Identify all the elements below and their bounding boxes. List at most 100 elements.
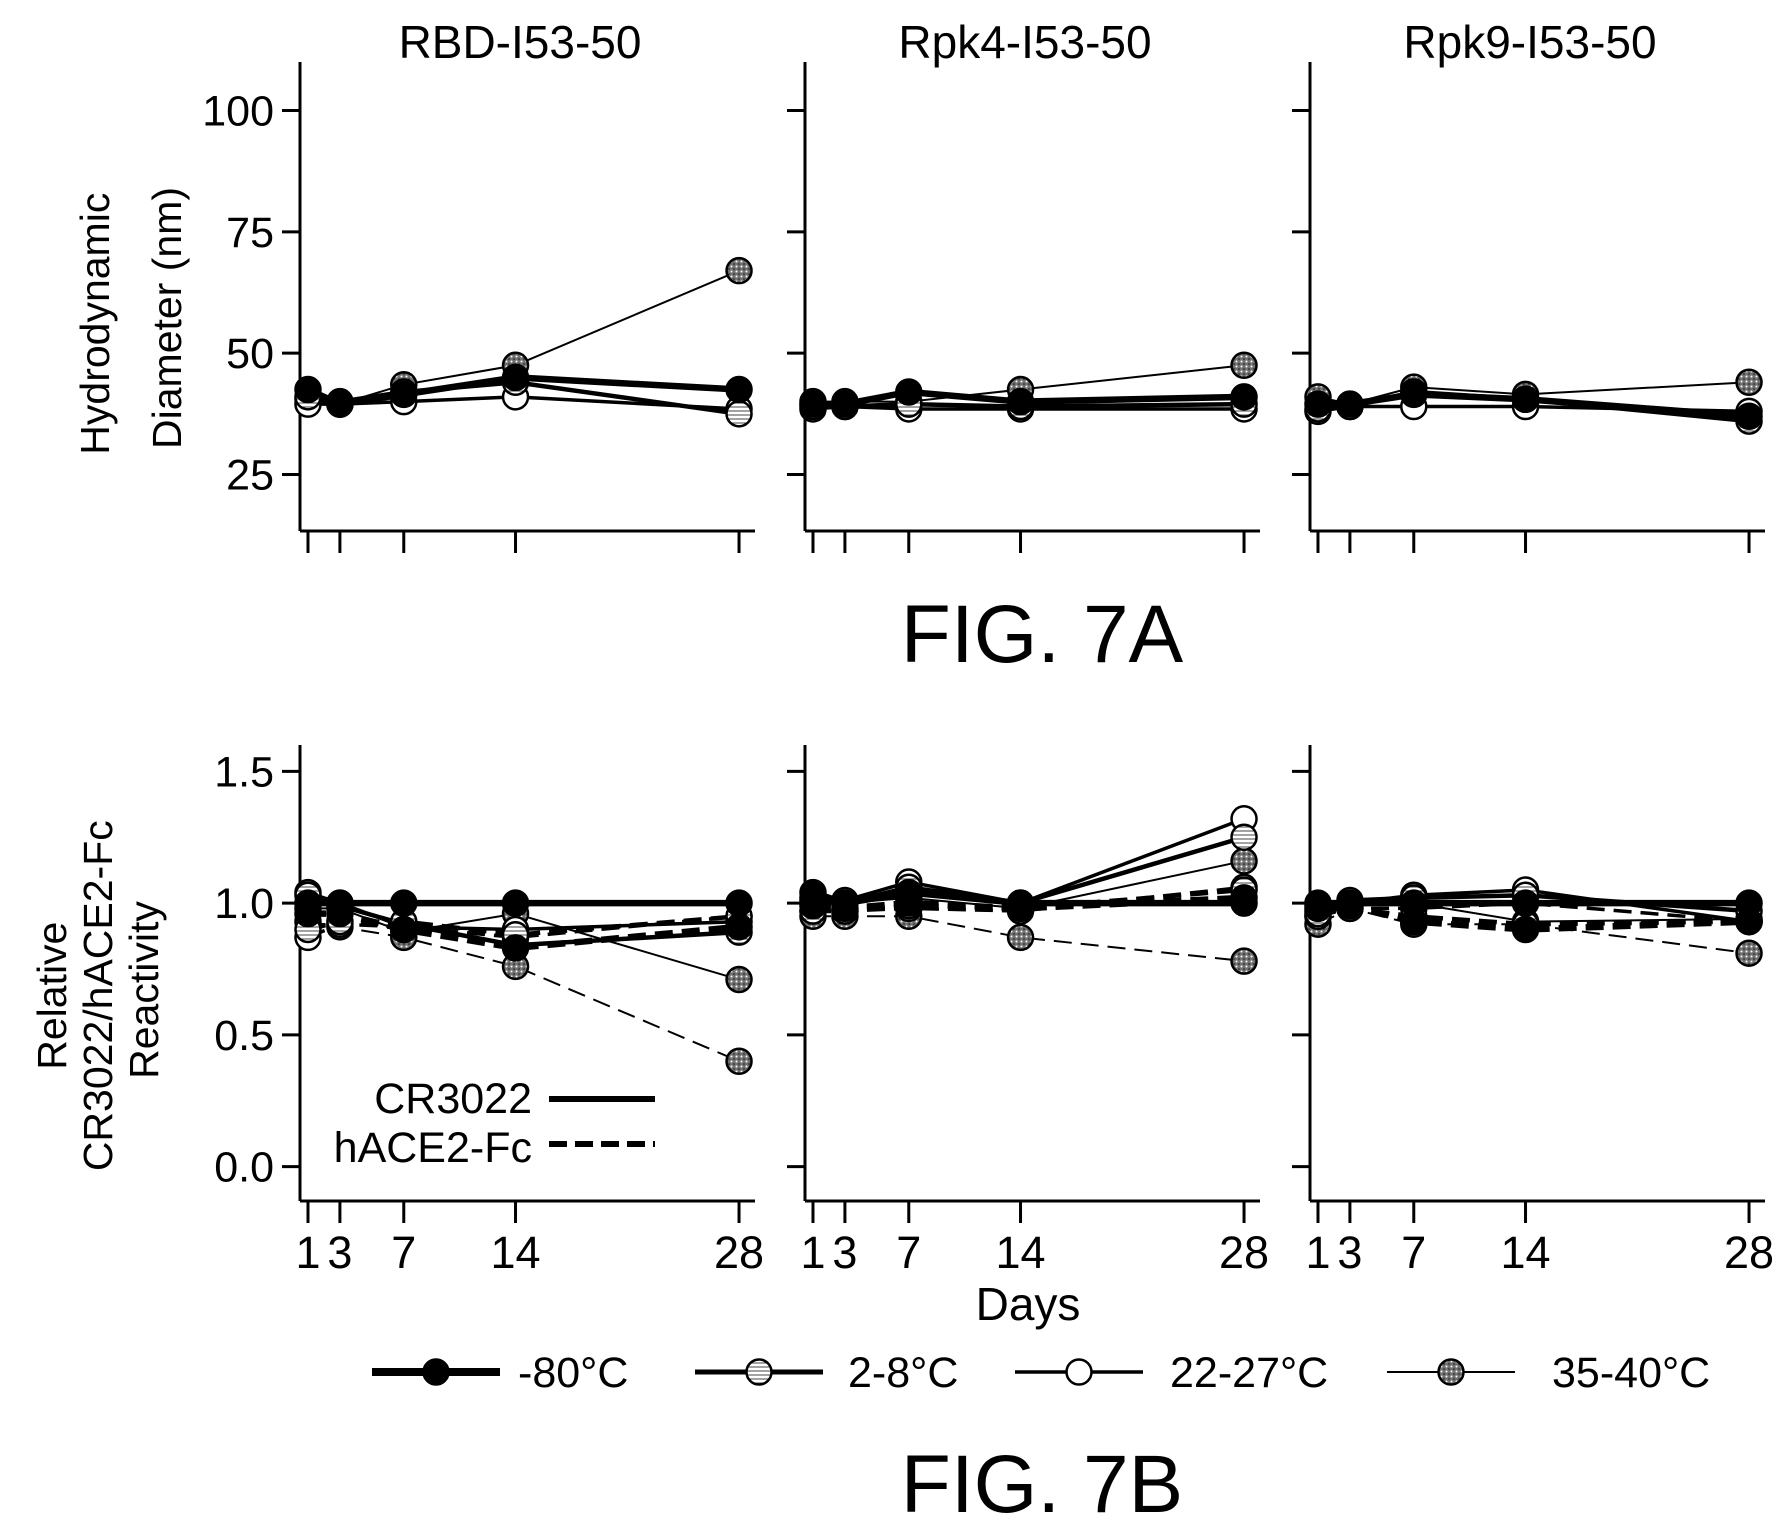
data-point-m80 [294, 899, 322, 928]
x-tick-label: 14 [995, 1227, 1045, 1278]
y-axis-label-a-line-2: Diameter (nm) [144, 187, 190, 449]
y-tick-label: 1.0 [214, 880, 274, 928]
series-markers [1304, 368, 1763, 435]
data-point-m80 [294, 375, 322, 404]
data-point-m80 [831, 894, 859, 923]
data-point-m80 [1006, 387, 1035, 416]
data-point-m80 [326, 390, 354, 418]
series-markers [799, 805, 1258, 975]
legend-item-t28: 2-8°C [695, 1349, 958, 1397]
y-tick-label: 100 [202, 88, 274, 136]
panel-5: 1 3 7 14 28 [787, 745, 1269, 1278]
x-tick-label: 3 [1337, 1227, 1362, 1278]
data-point-m80 [725, 375, 753, 404]
fig-label-7b: FIG. 7B [901, 1439, 1184, 1530]
legend-marker-t22-open [1065, 1358, 1093, 1386]
x-tick-label: 1 [1305, 1227, 1330, 1278]
data-point-m80 [725, 913, 753, 941]
legend-item-m80: -80°C [372, 1349, 628, 1397]
data-point-m80 [390, 380, 418, 409]
data-point-m80 [831, 390, 859, 418]
series-markers [294, 256, 753, 428]
y-tick-label: 25 [226, 451, 274, 499]
panel-2 [787, 62, 1260, 553]
data-point-t35 [1230, 351, 1258, 380]
data-point-m80 [1511, 915, 1540, 944]
data-point-t35 [725, 1047, 753, 1075]
data-point-m80 [1304, 390, 1332, 418]
panel-6: 1 3 7 14 28 [1292, 745, 1774, 1278]
data-point-m80 [1230, 884, 1258, 912]
data-point-t35 [725, 256, 753, 285]
y-tick-label: 75 [226, 209, 274, 257]
data-point-t35 [1006, 923, 1035, 952]
x-tick-label: 7 [896, 1227, 921, 1278]
data-point-m80 [390, 889, 418, 917]
panel-title-rbd: RBD-I53-50 [399, 16, 642, 68]
y-axis-label-b-line-2: CR3022/hACE2-Fc [75, 820, 121, 1171]
assay-legend-hace2-label: hACE2-Fc [334, 1124, 532, 1172]
data-point-m80 [501, 363, 530, 392]
data-point-m80 [1336, 390, 1364, 418]
panel-3 [1292, 62, 1765, 553]
data-point-m80 [326, 899, 354, 928]
data-point-t35 [1230, 947, 1258, 975]
panel-title-rpk9: Rpk9-I53-50 [1403, 16, 1656, 68]
data-point-m80 [1735, 907, 1763, 936]
legend-label-m80: -80°C [518, 1349, 628, 1397]
y-axis-label-a-line-1: Hydrodynamic [72, 193, 118, 455]
x-tick-label: 7 [1401, 1227, 1426, 1278]
data-point-m80 [1304, 894, 1332, 923]
x-tick-label: 14 [490, 1227, 540, 1278]
y-tick-label: 1.5 [214, 748, 274, 796]
legend-label-t22: 22-27°C [1170, 1349, 1328, 1397]
data-point-t35 [725, 965, 753, 994]
x-tick-label: 1 [800, 1227, 825, 1278]
data-point-m80 [895, 378, 923, 406]
panel-4: 0.0 0.5 1.0 1.5 1 3 7 14 28 [214, 745, 764, 1278]
y-axis-label-b: Relative CR3022/hACE2-Fc Reactivity [29, 809, 167, 1171]
x-tick-label: 28 [1219, 1227, 1269, 1278]
x-axis-label: Days [976, 1278, 1081, 1330]
x-tick-label: 7 [391, 1227, 416, 1278]
series-line-t22-cr3022 [812, 817, 1245, 905]
x-tick-label: 3 [832, 1227, 857, 1278]
y-axis-label-a: Hydrodynamic Diameter (nm) [72, 181, 190, 454]
assay-legend-cr3022-label: CR3022 [374, 1075, 532, 1123]
data-point-m80 [1400, 907, 1428, 936]
x-tick-label: 1 [295, 1227, 320, 1278]
data-point-m80 [390, 915, 418, 944]
temperature-legend: -80°C 2-8°C 22-27°C 35-40°C [372, 1349, 1710, 1397]
data-point-m80 [1006, 894, 1035, 923]
legend-item-t22: 22-27°C [1015, 1349, 1328, 1397]
fig-label-7a: FIG. 7A [901, 589, 1184, 680]
data-point-m80 [799, 390, 827, 418]
data-point-t28 [1230, 823, 1258, 851]
data-point-t35 [1230, 847, 1258, 875]
legend-marker-m80-filled [422, 1358, 450, 1386]
legend-marker-t35-dotted [1437, 1358, 1465, 1386]
series-markers [799, 351, 1258, 423]
y-axis-label-b-line-3: Reactivity [121, 901, 167, 1079]
panel-title-rpk4: Rpk4-I53-50 [898, 16, 1151, 68]
data-point-m80 [1230, 383, 1258, 411]
data-point-m80 [1511, 889, 1540, 917]
legend-label-t35: 35-40°C [1552, 1349, 1710, 1397]
data-point-m80 [1511, 385, 1540, 414]
y-tick-label: 0.5 [214, 1012, 274, 1060]
assay-legend: CR3022 hACE2-Fc [334, 1075, 655, 1172]
data-point-t35 [1735, 939, 1763, 967]
data-point-m80 [799, 892, 827, 920]
y-axis-label-b-line-1: Relative [29, 922, 75, 1070]
x-tick-label: 28 [1724, 1227, 1774, 1278]
data-point-m80 [1336, 892, 1364, 920]
data-point-t28 [725, 400, 753, 428]
legend-label-t28: 2-8°C [848, 1349, 958, 1397]
legend-item-t35: 35-40°C [1387, 1349, 1710, 1397]
x-tick-label: 14 [1500, 1227, 1550, 1278]
y-tick-label: 50 [226, 330, 274, 378]
data-point-m80 [895, 889, 923, 917]
panel-1: 25 50 75 100 [202, 62, 755, 553]
data-point-m80 [501, 934, 530, 962]
